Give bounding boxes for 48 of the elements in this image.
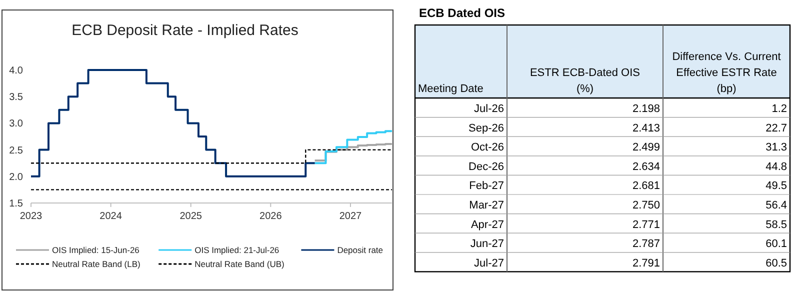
data-label: 49.5 [766, 180, 787, 192]
data-label: 2.499 [632, 142, 660, 154]
y-tick-label: 3.5 [9, 92, 24, 104]
x-tick-label: 2026 [260, 211, 282, 222]
y-tick-label: 2.5 [9, 145, 24, 156]
text: ECB Dated OIS [419, 6, 506, 20]
category-label: Jul-26 [474, 103, 504, 115]
category-label: Mar-27 [469, 200, 504, 212]
x-tick-label: 2025 [180, 211, 202, 222]
data-label: 2.198 [632, 103, 660, 115]
category-label: Sep-26 [468, 122, 504, 134]
category-label: Apr-27 [470, 218, 504, 231]
legend-label: OIS Implied: 15-Jun-26 [52, 245, 140, 255]
y-tick-label: 4.0 [9, 66, 24, 76]
y-tick-label: 2.0 [9, 172, 24, 183]
data-label: 2.634 [632, 160, 660, 173]
data-label: 2.791 [632, 257, 660, 270]
category-label: Dec-26 [468, 160, 504, 173]
category-label: Jul-27 [474, 257, 504, 270]
x-tick-label: 2027 [339, 211, 362, 222]
data-label: 2.787 [632, 238, 660, 250]
data-label: 60.1 [766, 238, 787, 250]
data-label: 31.3 [766, 142, 787, 154]
category-label: Oct-26 [470, 142, 504, 154]
text: ESTR ECB-Dated OIS (%) [530, 67, 640, 95]
data-label: 2.750 [632, 200, 660, 212]
data-label: 44.8 [766, 160, 787, 173]
x-tick-label: 2024 [100, 211, 122, 222]
category-label: Jun-27 [470, 238, 504, 250]
x-tick-label: 2023 [20, 211, 43, 222]
data-label: 2.771 [632, 218, 660, 231]
data-label: 60.5 [766, 257, 787, 270]
data-label: 1.2 [772, 103, 787, 115]
legend-label: Deposit rate [337, 245, 384, 255]
text: Difference Vs. Current Effective ESTR Rate (bp) [672, 51, 781, 95]
y-tick-label: 1.5 [9, 198, 24, 210]
y-tick-label: 3.0 [9, 118, 24, 130]
category-label: Feb-27 [469, 180, 504, 192]
data-label: 58.5 [766, 218, 787, 231]
legend-label: Neutral Rate Band (UB) [194, 259, 285, 269]
chart-title: ECB Deposit Rate - Implied Rates [72, 22, 298, 39]
data-label: 22.7 [766, 122, 787, 134]
legend-label: OIS Implied: 21-Jul-26 [194, 245, 280, 255]
text: Meeting Date [418, 83, 484, 95]
data-label: 2.681 [632, 180, 660, 192]
data-label: 56.4 [766, 200, 787, 212]
data-label: 2.413 [632, 122, 660, 134]
legend-label: Neutral Rate Band (LB) [52, 259, 141, 269]
